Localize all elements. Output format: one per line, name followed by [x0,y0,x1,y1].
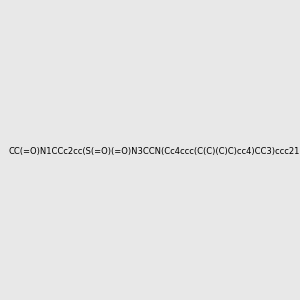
Text: CC(=O)N1CCc2cc(S(=O)(=O)N3CCN(Cc4ccc(C(C)(C)C)cc4)CC3)ccc21: CC(=O)N1CCc2cc(S(=O)(=O)N3CCN(Cc4ccc(C(C… [8,147,299,156]
